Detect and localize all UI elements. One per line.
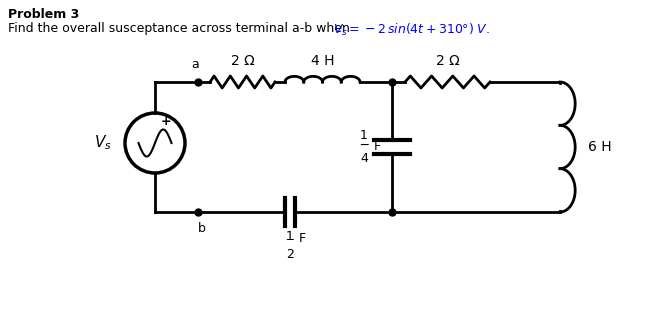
Text: $V_s$: $V_s$ [94, 134, 112, 152]
Text: Problem 3: Problem 3 [8, 8, 79, 21]
Text: 6 H: 6 H [588, 140, 612, 154]
Text: 1: 1 [360, 129, 368, 142]
Text: Find the overall susceptance across terminal a-b when: Find the overall susceptance across term… [8, 22, 354, 35]
Text: 4 H: 4 H [311, 54, 334, 68]
Text: 2: 2 [286, 248, 294, 261]
Text: F: F [374, 141, 381, 153]
Text: 2 Ω: 2 Ω [435, 54, 459, 68]
Text: a: a [191, 58, 199, 71]
Text: 1: 1 [286, 230, 294, 243]
Text: F: F [299, 233, 306, 246]
Text: ─: ─ [286, 234, 294, 244]
Text: 4: 4 [360, 152, 368, 165]
Text: 2 Ω: 2 Ω [231, 54, 255, 68]
Text: ─: ─ [360, 139, 368, 151]
Text: +: + [160, 115, 171, 128]
Text: $\mathit{V_s}$$\mathit{= -2\,sin(4t + 310°)\;V.}$: $\mathit{V_s}$$\mathit{= -2\,sin(4t + 31… [333, 22, 490, 38]
Text: b: b [198, 222, 206, 235]
